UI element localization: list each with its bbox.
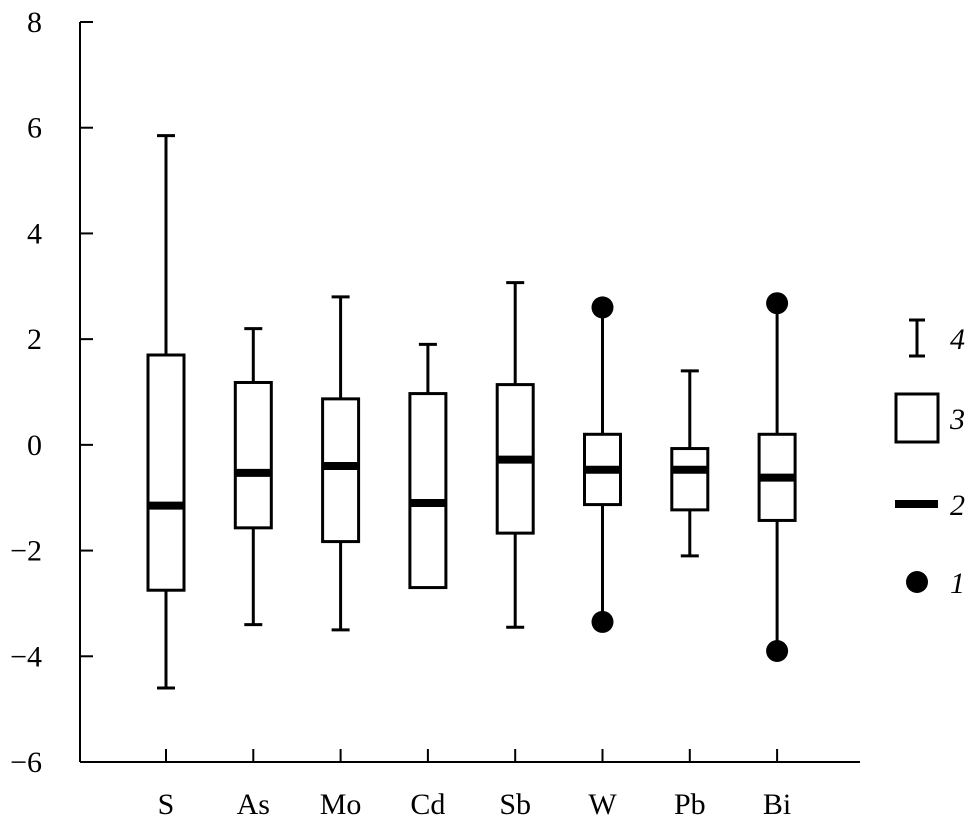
interquartile-box [321,397,361,544]
box-sb [495,281,535,629]
legend-box-symbol [894,392,940,444]
extreme-point [591,296,614,319]
box-s [146,134,186,690]
box-mo [321,295,361,632]
legend-item-box: 3 [894,392,965,444]
extreme-point [766,292,789,315]
y-tick-label: 2 [27,323,42,356]
interquartile-box [670,447,710,512]
extreme-point [766,640,789,662]
legend-label: 1 [950,567,965,600]
x-tick-label-bi: Bi [763,788,791,821]
x-tick-label-pb: Pb [674,788,706,821]
legend-label: 4 [950,323,965,356]
x-tick-label-as: As [237,788,270,821]
legend-item-whisker: 4 [909,318,965,358]
legend-item-median: 2 [895,489,965,522]
interquartile-box [408,392,448,590]
box-bi [757,292,797,662]
x-tick-label-mo: Mo [320,788,362,821]
y-tick-label: 0 [27,429,42,462]
interquartile-box [146,353,186,592]
boxes [146,134,797,690]
y-tick-label: −4 [10,640,42,673]
x-tick-label-w: W [588,788,617,821]
y-tick-label: 6 [27,112,42,145]
axes [79,22,860,763]
box-as [233,327,273,627]
y-tick-label: 4 [27,217,42,250]
y-tick-label: −2 [10,535,42,568]
x-ticks: S As Mo Cd Sb W Pb Bi [158,749,791,821]
box-w [583,296,622,633]
box-cd [408,342,448,590]
extreme-point [591,610,614,633]
y-ticks: 8 6 4 2 0 −2 −4 −6 [10,6,93,779]
legend-item-dot: 1 [906,567,965,600]
y-tick-label: −6 [10,746,42,779]
y-tick-label: 8 [27,6,42,39]
legend-label: 3 [949,403,965,436]
interquartile-box [233,380,273,530]
legend-dot-symbol [906,571,928,593]
legend: 4 3 2 1 [894,318,965,600]
legend-label: 2 [950,489,965,522]
x-tick-label-s: S [158,788,175,821]
box-pb [670,369,710,558]
x-tick-label-cd: Cd [410,788,445,821]
x-tick-label-sb: Sb [499,788,531,821]
